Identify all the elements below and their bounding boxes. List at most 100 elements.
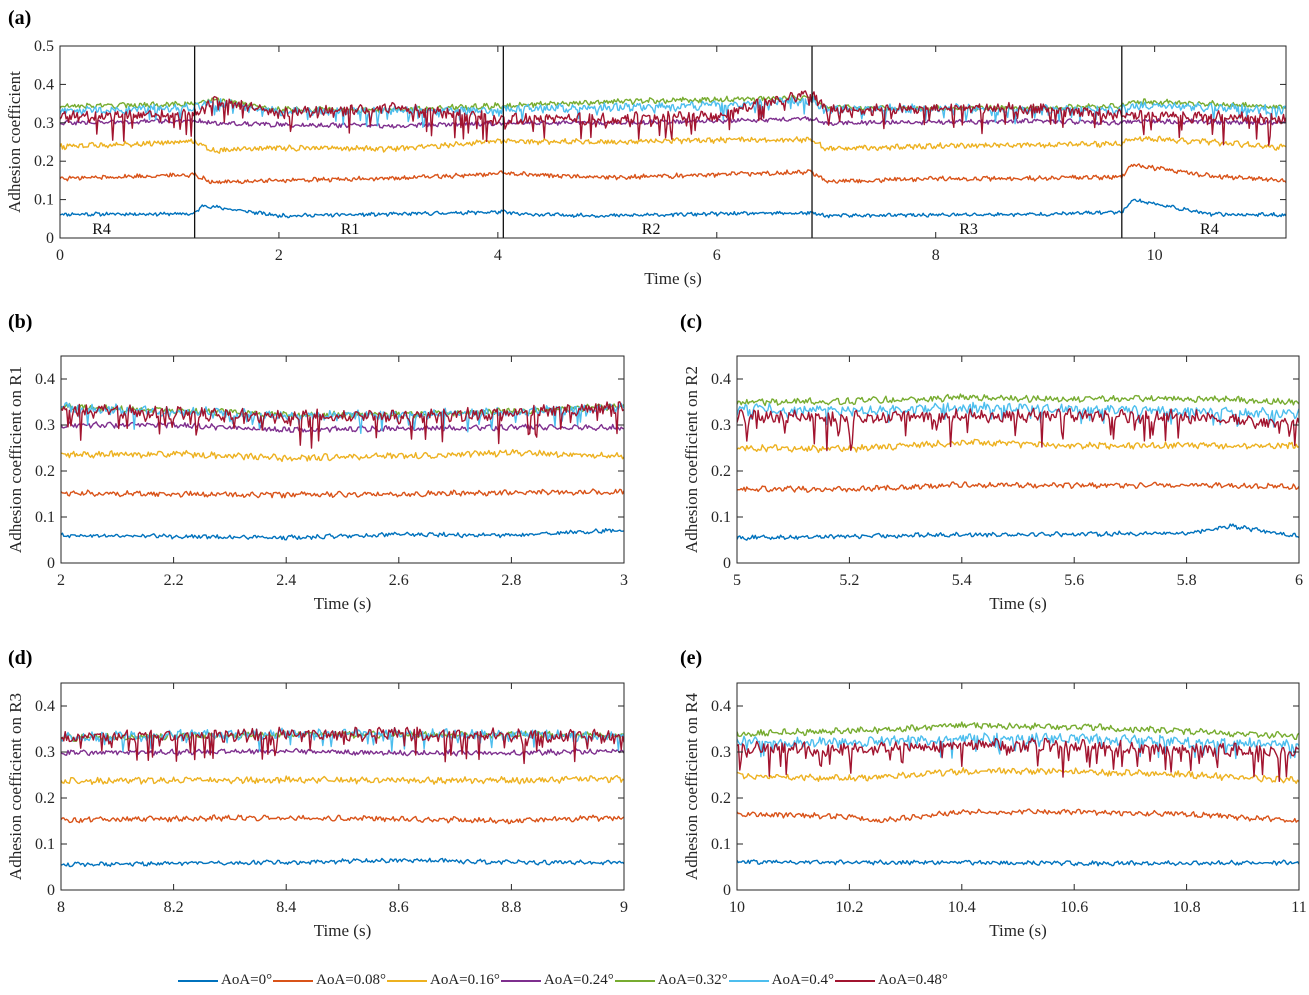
x-tick-label: 8.6 (389, 899, 409, 916)
x-axis-label: Time (s) (314, 594, 371, 613)
axes-frame (736, 355, 1300, 564)
x-tick-label: 10.8 (1173, 899, 1201, 916)
x-tick-label: 10.2 (835, 899, 863, 916)
figure-canvas: (a)R4 R1 R2 R3 R40 2 4 6 8 1000.10.20.30.40.5Time… (5, 7, 1307, 940)
series-line (61, 857, 624, 868)
chart-panel-b: (b) 2 2.2 2.4 2.6 2.8 3 0 0.1 0.2 0.3 0.4 Time (s) Ad… (6, 311, 628, 613)
series-line (737, 407, 1299, 452)
x-tick-label: 8 (932, 247, 940, 264)
x-tick-label: 2.2 (164, 572, 184, 589)
panel-label: (a) (8, 7, 31, 29)
axes-frame (736, 682, 1300, 891)
x-tick-label: 10 (729, 899, 745, 916)
legend-item: AoA=0° (178, 972, 272, 989)
x-tick-label: 10 (1147, 247, 1163, 264)
region-label: R4 (92, 221, 111, 238)
legend-swatch (614, 979, 655, 982)
y-axis-label: Adhesion coefficient on R3 (6, 693, 25, 880)
x-tick-label: 8.4 (276, 899, 296, 916)
legend-label: AoA=0.16° (430, 972, 500, 988)
axes-frame (59, 45, 1287, 239)
y-tick-label: 0.4 (34, 76, 54, 93)
series-line (61, 448, 624, 463)
y-tick-label: 0.2 (711, 790, 731, 807)
y-tick-label: 0.3 (711, 744, 731, 761)
x-tick-label: 10.6 (1060, 899, 1088, 916)
x-tick-label: 5.8 (1177, 572, 1197, 589)
legend-item: AoA=0.08° (273, 972, 386, 989)
y-axis-label: Adhesion coefficient on R4 (682, 692, 701, 880)
y-tick-label: 0.2 (35, 790, 55, 807)
y-tick-label: 0.4 (711, 371, 731, 388)
x-axis-label: Time (s) (644, 269, 701, 288)
series-line (60, 90, 1286, 147)
axes-frame (60, 355, 625, 564)
series-line (737, 767, 1299, 784)
y-tick-label: 0.4 (35, 371, 55, 388)
series-line (61, 421, 624, 433)
region-label: R2 (642, 221, 661, 238)
x-tick-label: 8.8 (501, 899, 521, 916)
series-line (737, 481, 1299, 493)
chart-panel-c: (c) 5 5.2 5.4 5.6 5.8 6 0 0.1 0.2 0.3 0.4 Time (s) Ad… (680, 311, 1303, 613)
series-line (737, 523, 1299, 541)
y-tick-label: 0.3 (35, 744, 55, 761)
series-line (737, 438, 1299, 454)
x-tick-label: 6 (1295, 572, 1303, 589)
x-tick-label: 8.2 (164, 899, 184, 916)
legend-swatch (273, 979, 314, 982)
series-line (737, 808, 1299, 824)
series-line (737, 732, 1299, 760)
region-label: R1 (341, 221, 360, 238)
axes-frame (60, 682, 625, 891)
x-axis-label: Time (s) (989, 921, 1046, 940)
x-tick-label: 2.6 (389, 572, 409, 589)
legend-item: AoA=0.48° (835, 972, 948, 989)
legend-swatch (728, 979, 769, 982)
series-line (61, 774, 624, 785)
legend-item: AoA=0.24° (500, 972, 614, 989)
x-tick-label: 2.8 (501, 572, 521, 589)
region-label: R4 (1200, 221, 1219, 238)
y-tick-label: 0.3 (711, 417, 731, 434)
x-tick-label: 5 (733, 572, 741, 589)
legend-label: AoA=0.48° (878, 972, 948, 988)
y-tick-label: 0.4 (711, 698, 731, 715)
legend-swatch (387, 979, 427, 982)
x-tick-label: 5.6 (1064, 572, 1084, 589)
panel-label: (b) (8, 311, 32, 333)
x-tick-label: 11 (1291, 899, 1306, 916)
y-tick-label: 0 (46, 230, 54, 247)
y-axis-label: Adhesion coefficient on R2 (682, 366, 701, 553)
series-line (61, 747, 624, 757)
y-tick-label: 0.5 (34, 38, 54, 55)
x-tick-label: 5.4 (952, 572, 972, 589)
region-label: R3 (959, 221, 978, 238)
panel-label: (d) (8, 647, 32, 669)
y-tick-label: 0.3 (35, 417, 55, 434)
x-tick-label: 9 (620, 899, 628, 916)
chart-panel-e: (e) 10 10.2 10.4 10.6 10.8 11 0 0.1 0.2 0.3 0.4 Time… (680, 647, 1307, 940)
legend-swatch (835, 979, 875, 982)
y-axis-label: Adhesion coefficient on R1 (6, 366, 25, 553)
legend: AoA=0° AoA=0.08° AoA=0.16° AoA=0.24° AoA=0.3… (178, 972, 949, 989)
x-tick-label: 3 (620, 572, 628, 589)
legend-item: AoA=0.4° (728, 972, 834, 989)
x-tick-label: 8 (57, 899, 65, 916)
x-tick-label: 2 (275, 247, 283, 264)
legend-label: AoA=0° (221, 972, 273, 988)
x-tick-label: 10.4 (948, 899, 976, 916)
series-line (737, 393, 1299, 407)
legend-swatch (500, 979, 541, 982)
series-line (737, 859, 1299, 867)
series-line (60, 163, 1286, 185)
y-tick-label: 0.1 (34, 192, 54, 209)
y-tick-label: 0.2 (35, 463, 55, 480)
legend-label: AoA=0.24° (543, 972, 614, 988)
series-line (61, 726, 624, 765)
legend-swatch (178, 979, 218, 982)
x-tick-label: 0 (56, 247, 64, 264)
y-tick-label: 0.1 (711, 836, 731, 853)
series-line (60, 135, 1286, 154)
series-line (60, 198, 1286, 219)
